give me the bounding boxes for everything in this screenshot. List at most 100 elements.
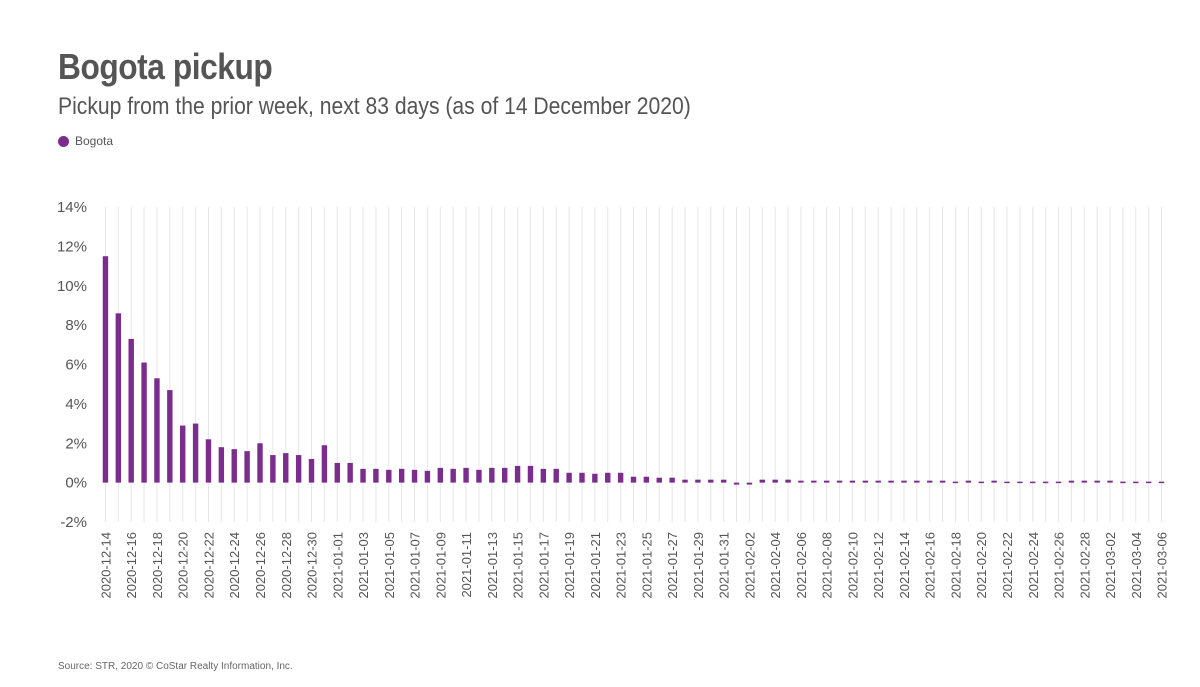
x-tick-label: 2020-12-16 — [124, 532, 139, 599]
bar — [939, 480, 946, 483]
bar — [1004, 481, 1010, 484]
bar — [283, 453, 289, 483]
x-tick-label: 2021-02-10 — [845, 532, 860, 599]
bar — [295, 455, 302, 483]
bar — [231, 449, 237, 483]
bar — [218, 447, 225, 483]
x-tick-label: 2021-01-31 — [717, 532, 732, 599]
bar — [102, 256, 109, 483]
bar — [811, 480, 817, 483]
bar — [463, 467, 469, 483]
bar — [1094, 480, 1100, 483]
x-tick-label: 2020-12-20 — [176, 532, 191, 599]
bar — [746, 482, 753, 485]
bar — [450, 468, 456, 483]
bar — [656, 477, 662, 483]
x-tick-label: 2020-12-28 — [279, 532, 294, 599]
bar — [1107, 480, 1113, 483]
x-tick-label: 2021-01-07 — [408, 532, 423, 599]
y-tick-label: 10% — [57, 278, 87, 295]
bar — [888, 480, 894, 483]
x-tick-label: 2021-01-29 — [691, 532, 706, 599]
x-tick-label: 2021-02-12 — [871, 532, 886, 599]
bar — [849, 480, 856, 483]
bar — [669, 477, 675, 483]
bar — [708, 479, 714, 483]
x-tick-label: 2020-12-18 — [150, 532, 165, 599]
x-tick-label: 2021-01-19 — [562, 532, 577, 599]
bar — [502, 467, 508, 483]
chart-title: Bogota pickup — [58, 46, 273, 87]
bar — [373, 468, 379, 483]
bar — [180, 425, 186, 483]
x-tick-label: 2021-01-09 — [433, 532, 448, 599]
x-tick-label: 2021-01-25 — [639, 532, 654, 599]
bar — [347, 462, 353, 483]
bar — [527, 465, 534, 483]
bar — [128, 338, 134, 483]
x-tick-label: 2021-02-06 — [794, 532, 809, 599]
bar — [424, 470, 431, 483]
x-tick-label: 2020-12-26 — [253, 532, 268, 599]
bar — [695, 479, 701, 483]
bar — [952, 481, 959, 484]
x-tick-label: 2021-02-26 — [1052, 532, 1067, 599]
x-tick-label: 2021-02-04 — [768, 532, 783, 599]
bar — [772, 479, 778, 483]
x-tick-label: 2020-12-30 — [305, 532, 320, 599]
y-tick-label: 6% — [65, 357, 87, 374]
bar — [785, 479, 791, 483]
x-tick-label: 2021-01-01 — [330, 532, 345, 599]
bar — [643, 476, 650, 483]
bar — [398, 468, 405, 483]
bar — [244, 451, 250, 483]
x-tick-label: 2021-03-04 — [1129, 532, 1144, 599]
x-tick-label: 2021-02-16 — [923, 532, 938, 599]
bar — [437, 467, 444, 483]
bar — [411, 469, 418, 483]
bar — [630, 476, 637, 483]
y-tick-label: 4% — [65, 396, 87, 413]
bar — [682, 479, 688, 483]
bar — [553, 468, 559, 483]
legend-marker-bogota — [58, 135, 69, 147]
x-tick-label: 2021-02-22 — [1000, 532, 1015, 599]
bar — [978, 481, 984, 484]
bar — [836, 480, 843, 483]
bar — [965, 480, 972, 483]
x-tick-label: 2021-01-11 — [459, 532, 474, 598]
bar — [605, 472, 611, 483]
bar — [321, 445, 328, 483]
x-tick-label: 2020-12-22 — [201, 532, 216, 599]
x-tick-label: 2021-02-28 — [1077, 532, 1092, 599]
x-tick-label: 2021-01-21 — [588, 532, 603, 599]
source-note: Source: STR, 2020 © CoStar Realty Inform… — [58, 661, 293, 672]
x-tick-label: 2021-01-17 — [536, 532, 551, 599]
x-tick-label: 2021-02-18 — [948, 532, 963, 599]
bar — [154, 378, 160, 483]
bar — [592, 473, 598, 483]
bar — [334, 462, 340, 483]
x-tick-label: 2021-02-24 — [1026, 532, 1041, 599]
bar — [927, 480, 933, 483]
bar — [798, 480, 804, 483]
bar — [115, 313, 122, 483]
bar — [360, 468, 366, 483]
bar — [579, 472, 585, 483]
bar — [720, 479, 727, 483]
bar — [1145, 481, 1152, 484]
y-tick-label: 2% — [65, 435, 87, 452]
x-tick-label: 2021-01-15 — [511, 532, 526, 599]
bar — [540, 468, 547, 483]
y-tick-label: 8% — [65, 317, 87, 334]
x-tick-label: 2021-02-14 — [897, 532, 912, 599]
bar — [823, 480, 830, 483]
bar — [617, 472, 624, 483]
bar — [1081, 480, 1087, 483]
bar — [733, 482, 740, 485]
bar — [270, 455, 276, 483]
x-tick-label: 2021-03-02 — [1103, 532, 1118, 599]
bar — [914, 480, 920, 483]
bar — [1030, 481, 1036, 484]
